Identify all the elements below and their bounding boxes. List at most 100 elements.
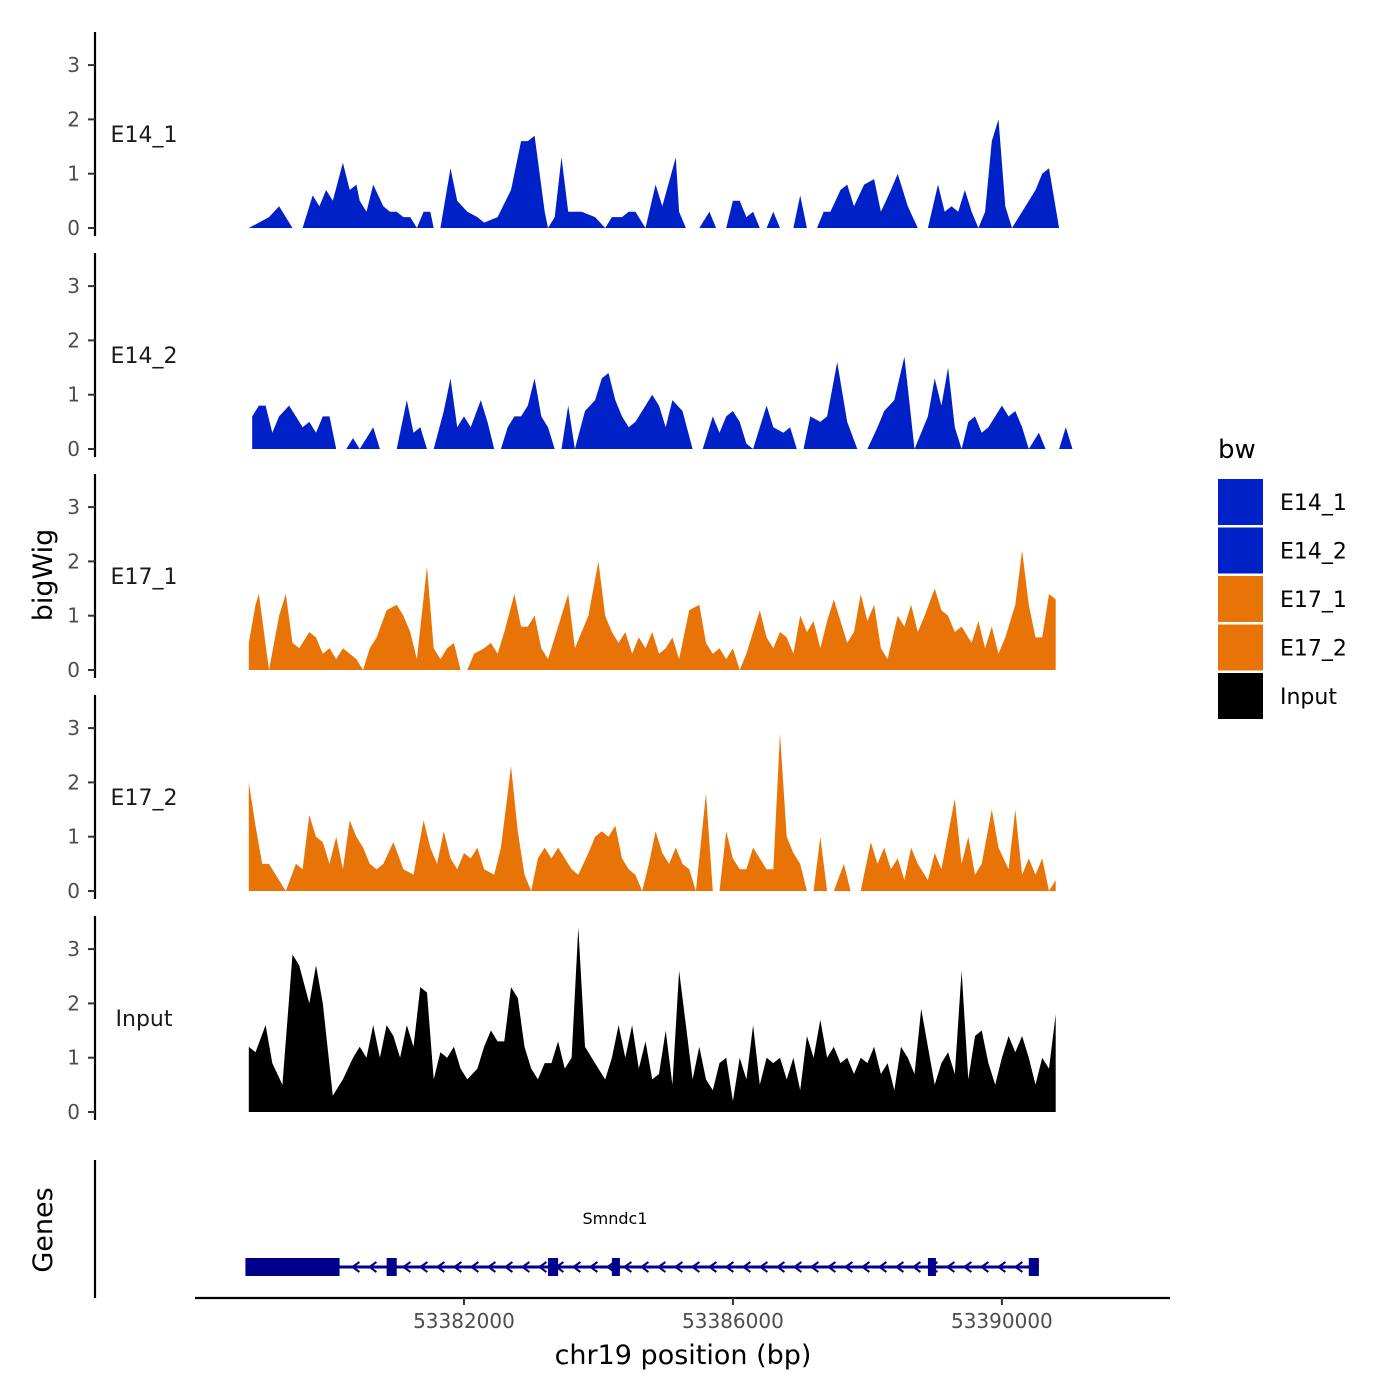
strand-arrow [741,1261,752,1273]
genes-track-label: Genes [28,1187,59,1272]
y-tick-label: 0 [67,1100,80,1124]
y-tick-label: 2 [67,549,80,573]
strand-arrow [452,1261,463,1273]
y-tick-label: 3 [67,937,80,961]
legend-swatch [1218,527,1263,574]
coverage-area-e17-1 [248,550,1056,670]
gene-exon [927,1258,936,1276]
legend-swatch [1218,673,1263,719]
strand-arrow [707,1261,718,1273]
bigwig-panels: 0 1 2 3 E14_1 0 1 2 3 E14_2 0 1 2 3 E17_1 0 1 2 3 E17_2 0 1 2 3… [67,32,1073,1124]
strand-arrow [639,1261,650,1273]
panel-e14-1: 0 1 2 3 E14_1 [67,32,1060,240]
strand-arrow [860,1261,871,1273]
strand-arrow [367,1261,378,1273]
strand-arrow [775,1261,786,1273]
strand-arrow [418,1261,429,1273]
legend-item-input: Input [1218,673,1337,719]
strand-arrow [520,1261,531,1273]
y-tick-label: 2 [67,991,80,1015]
legend-title: bw [1218,435,1256,465]
y-axis-title: bigWig [28,529,59,622]
y-tick-label: 2 [67,328,80,352]
y-tick-label: 0 [67,658,80,682]
strand-arrow [962,1261,973,1273]
strand-arrow [469,1261,480,1273]
gene-exon [1028,1258,1039,1276]
y-tick-label: 1 [67,825,80,849]
y-tick-label: 1 [67,162,80,186]
coverage-area-e14-2 [252,356,1073,449]
legend-swatch [1218,624,1263,671]
genes-track: Smndc1 [93,1160,1039,1298]
legend-item-e14-1: E14_1 [1218,479,1347,525]
legend-label: E17_1 [1280,588,1347,613]
legend-swatch [1218,479,1263,525]
strand-arrow [673,1261,684,1273]
panel-label-e14-1: E14_1 [111,123,178,148]
gene-name-label: Smndc1 [582,1209,647,1228]
y-tick-label: 3 [67,716,80,740]
x-axis: 53382000 53386000 53390000 [195,1296,1170,1333]
strand-arrow [911,1261,922,1273]
legend-item-e17-1: E17_1 [1218,576,1347,622]
strand-arrow [656,1261,667,1273]
legend: bw E14_1 E14_2 E17_1 E17_2 Input [1218,435,1347,719]
panel-label-e14-2: E14_2 [111,344,178,369]
y-tick-label: 0 [67,437,80,461]
panel-e17-2: 0 1 2 3 E17_2 [67,695,1056,903]
strand-arrow [843,1261,854,1273]
strand-arrow [401,1261,412,1273]
strand-arrow [486,1261,497,1273]
y-tick-label: 0 [67,216,80,240]
legend-swatch [1218,576,1263,622]
x-tick-label: 53386000 [682,1309,784,1333]
strand-arrow [792,1261,803,1273]
strand-arrow [588,1261,599,1273]
gene-smndc1: Smndc1 [245,1209,1039,1276]
gene-exon [386,1258,397,1276]
strand-arrow [826,1261,837,1273]
strand-arrow [724,1261,735,1273]
strand-arrow [877,1261,888,1273]
panel-label-input: Input [116,1007,173,1032]
gene-exon [245,1258,340,1276]
y-tick-label: 3 [67,495,80,519]
strand-arrow [894,1261,905,1273]
strand-arrow [996,1261,1007,1273]
strand-arrow [945,1261,956,1273]
gene-exon [548,1258,559,1276]
strand-arrow [690,1261,701,1273]
legend-item-e17-2: E17_2 [1218,624,1347,671]
strand-arrow [622,1261,633,1273]
panel-input: 0 1 2 3 Input [67,916,1056,1124]
strand-arrow [979,1261,990,1273]
strand-arrow [1013,1261,1024,1273]
legend-label: E14_1 [1280,491,1347,516]
panel-label-e17-1: E17_1 [111,565,178,590]
gene-exon [611,1258,620,1276]
x-tick-label: 53390000 [951,1309,1053,1333]
coverage-area-input [248,927,1056,1112]
coverage-area-e17-2 [248,733,1056,891]
strand-arrow [435,1261,446,1273]
legend-item-e14-2: E14_2 [1218,527,1347,574]
strand-arrow [350,1261,361,1273]
y-tick-label: 3 [67,53,80,77]
y-tick-label: 1 [67,1046,80,1070]
strand-arrow [537,1261,548,1273]
x-tick-label: 53382000 [413,1309,515,1333]
y-tick-label: 1 [67,604,80,628]
coverage-area-e14-1 [248,119,1060,228]
panel-label-e17-2: E17_2 [111,786,178,811]
legend-label: E14_2 [1280,540,1347,565]
legend-label: E17_2 [1280,637,1347,662]
x-axis-title: chr19 position (bp) [555,1340,812,1371]
y-tick-label: 2 [67,770,80,794]
y-tick-label: 3 [67,274,80,298]
y-tick-label: 0 [67,879,80,903]
strand-arrow [809,1261,820,1273]
strand-arrow [571,1261,582,1273]
panel-e14-2: 0 1 2 3 E14_2 [67,253,1073,461]
